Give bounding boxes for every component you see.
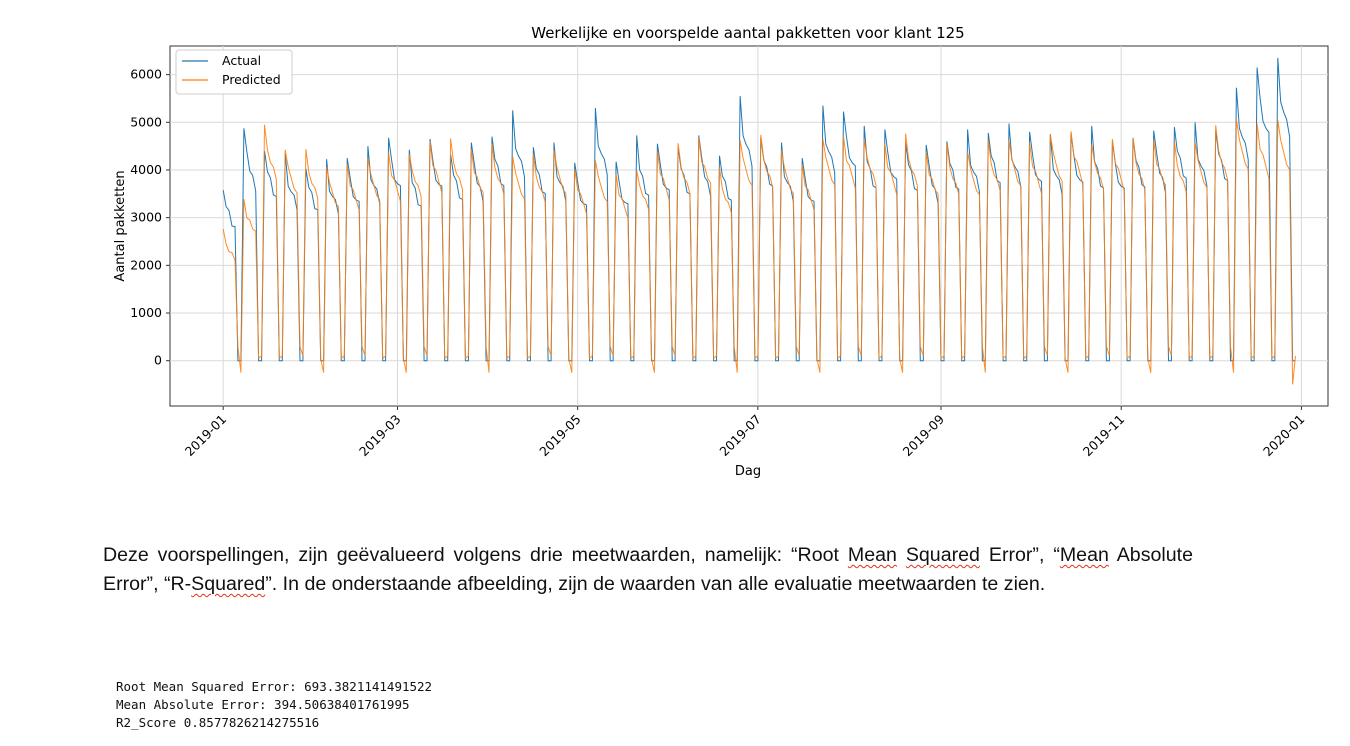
paragraph-text: ”. In de onderstaande afbeelding, zijn d…: [265, 573, 1046, 595]
y-tick-label: 1000: [130, 305, 162, 320]
paragraph-text: Deze voorspellingen, zijn geëvalueerd vo…: [103, 544, 848, 566]
x-axis: 2019-01 2019-03 2019-05 2019-07 2019-09 2019-…: [182, 406, 1308, 459]
evaluation-paragraph: Deze voorspellingen, zijn geëvalueerd vo…: [103, 541, 1193, 599]
r2-line: R2_Score 0.8577826214275516: [116, 715, 320, 730]
y-tick-label: 2000: [130, 257, 162, 272]
spellcheck-word: Squared: [191, 573, 266, 595]
y-axis: 0 1000 2000 3000 4000 5000 6000: [130, 67, 170, 368]
legend: Actual Predicted: [175, 49, 293, 95]
rmse-line: Root Mean Squared Error: 693.38211414915…: [116, 679, 433, 694]
paragraph-text: [897, 544, 906, 566]
y-axis-label: Aantal pakketten: [113, 170, 128, 281]
series-lines: [222, 57, 1296, 385]
y-tick-label: 0: [154, 353, 162, 368]
grid-lines: [170, 46, 1328, 406]
x-tick-label: 2019-03: [356, 412, 404, 460]
y-tick-label: 3000: [130, 210, 162, 225]
spellcheck-word: Mean: [1059, 544, 1109, 566]
y-tick-label: 4000: [130, 162, 162, 177]
series-predicted-line: [222, 119, 1296, 385]
spellcheck-word: Squared: [905, 544, 980, 566]
y-tick-label: 6000: [130, 67, 162, 82]
spellcheck-word: Mean: [847, 544, 897, 566]
x-tick-label: 2019-09: [900, 411, 948, 459]
plot-frame: [169, 45, 1329, 407]
x-tick-label: 2020-01: [1260, 412, 1308, 460]
x-tick-label: 2019-01: [182, 412, 230, 460]
chart-title: Werkelijke en voorspelde aantal pakkette…: [531, 24, 964, 42]
mae-line: Mean Absolute Error: 394.50638401761995: [116, 697, 410, 712]
x-tick-label: 2019-11: [1080, 412, 1128, 460]
plot-area: [169, 45, 1329, 407]
legend-predicted-label: Predicted: [222, 72, 281, 87]
paragraph-text: Error”, “: [979, 544, 1060, 566]
x-tick-label: 2019-07: [716, 412, 764, 460]
metrics-output: Root Mean Squared Error: 693.38211414915…: [116, 678, 432, 732]
line-chart: Werkelijke en voorspelde aantal pakkette…: [113, 24, 1329, 479]
x-axis-label: Dag: [735, 464, 761, 479]
x-tick-label: 2019-05: [536, 412, 584, 460]
y-tick-label: 5000: [130, 114, 162, 129]
legend-actual-label: Actual: [222, 53, 261, 68]
paragraph-text: Absolute Error”, “R-: [103, 544, 1193, 595]
